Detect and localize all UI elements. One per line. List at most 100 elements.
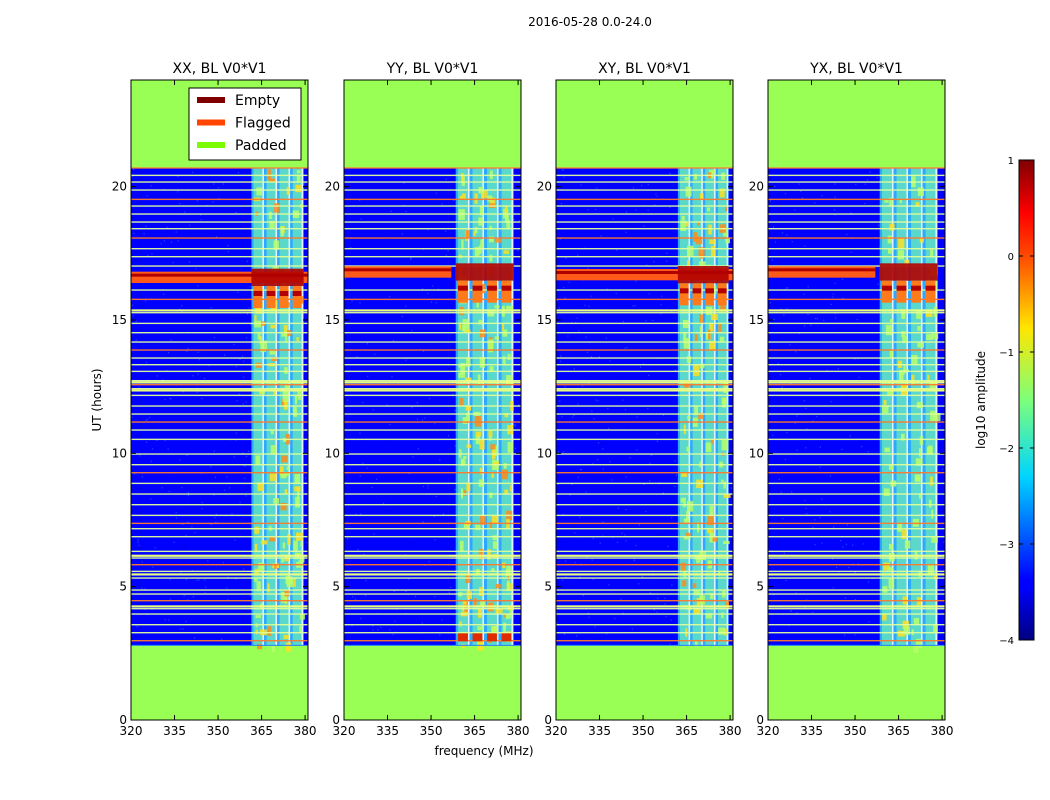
flag-row [344, 514, 521, 517]
noise-speck [238, 199, 240, 201]
noise-speck [389, 295, 391, 298]
rfi-blotch [473, 598, 477, 606]
rfi-blotch [699, 314, 704, 323]
rfi-blotch [294, 474, 301, 484]
noise-speck [227, 599, 229, 601]
rfi-blotch [919, 237, 924, 243]
noise-speck [569, 395, 571, 398]
noise-speck [350, 247, 352, 249]
noise-speck [213, 183, 215, 185]
noise-speck [434, 539, 436, 541]
empty-stripe-core [556, 271, 733, 274]
noise-speck [560, 355, 562, 357]
noise-speck [305, 477, 307, 479]
noise-speck [581, 540, 583, 542]
flag-row [344, 608, 521, 610]
rfi-blotch [927, 374, 930, 381]
noise-speck [664, 568, 666, 570]
noise-speck [574, 284, 576, 286]
figure-suptitle: 2016-05-28 0.0-24.0 [528, 15, 652, 29]
rfi-blotch [911, 354, 918, 365]
noise-speck [427, 211, 429, 214]
noise-speck [244, 477, 246, 479]
flag-row [344, 298, 521, 301]
rfi-strong-block-core [458, 285, 468, 291]
rfi-blotch [493, 462, 499, 466]
noise-speck [216, 360, 218, 362]
noise-speck [599, 542, 601, 544]
noise-speck [230, 208, 232, 210]
noise-speck [347, 399, 349, 401]
noise-speck [938, 367, 940, 369]
rfi-blotch [883, 400, 887, 406]
noise-speck [769, 200, 771, 202]
noise-speck [597, 459, 599, 461]
noise-speck [437, 288, 440, 290]
rfi-strong-block [253, 286, 263, 308]
rfi-blotch [883, 488, 890, 497]
noise-speck [366, 343, 368, 345]
rfi-blotch [465, 575, 471, 584]
noise-speck [243, 568, 245, 570]
noise-speck [403, 182, 405, 184]
x-tick-label: 350 [207, 724, 230, 738]
flag-band [556, 309, 733, 312]
flag-row [131, 380, 308, 382]
noise-speck [604, 443, 606, 445]
rfi-blotch [903, 626, 911, 635]
rfi-blotch [904, 540, 911, 549]
colorbar-gradient [1018, 159, 1035, 641]
rfi-blotch [487, 311, 495, 317]
rfi-blotch [281, 455, 288, 463]
flag-row [344, 600, 521, 602]
noise-speck [372, 629, 374, 631]
noise-speck [249, 286, 251, 288]
noise-speck [233, 344, 235, 346]
flag-row [768, 394, 945, 397]
noise-speck [587, 612, 589, 614]
noise-speck [392, 339, 394, 342]
rfi-strong-block [692, 283, 702, 306]
flag-row [768, 632, 945, 634]
x-tick-label: 335 [800, 724, 823, 738]
noise-speck [184, 544, 186, 546]
noise-speck [828, 280, 830, 282]
noise-speck [380, 626, 382, 628]
flag-row [556, 213, 733, 215]
flag-row [344, 198, 521, 201]
noise-speck [805, 507, 807, 509]
rfi-blotch [721, 612, 724, 618]
flag-row [344, 384, 521, 386]
noise-speck [777, 363, 780, 365]
rfi-blotch [463, 490, 467, 496]
noise-speck [562, 426, 564, 428]
rfi-blotch [459, 397, 464, 406]
x-tick-label: 350 [844, 724, 867, 738]
rfi-blotch [697, 522, 700, 533]
noise-speck [422, 485, 425, 488]
noise-speck [186, 350, 188, 352]
noise-speck [423, 350, 425, 352]
noise-speck [611, 419, 613, 421]
rfi-blotch [696, 598, 700, 608]
noise-speck [569, 494, 571, 496]
noise-speck [447, 368, 449, 370]
noise-speck [809, 469, 811, 471]
rfi-blotch [254, 526, 260, 534]
rfi-blotch [915, 458, 923, 466]
noise-speck [391, 376, 393, 378]
noise-speck [208, 364, 210, 367]
flag-band [131, 309, 308, 312]
rfi-strong-block-core [266, 291, 276, 296]
noise-speck [175, 231, 177, 233]
flag-row [344, 394, 521, 397]
noise-speck [784, 459, 786, 461]
rfi-blotch [897, 522, 903, 532]
rfi-blotch [707, 528, 714, 534]
noise-speck [834, 209, 836, 211]
flag-row [131, 613, 308, 615]
rfi-blotch [913, 645, 919, 653]
rfi-blotch [479, 439, 485, 450]
noise-speck [868, 581, 870, 583]
rfi-blotch [890, 319, 894, 323]
